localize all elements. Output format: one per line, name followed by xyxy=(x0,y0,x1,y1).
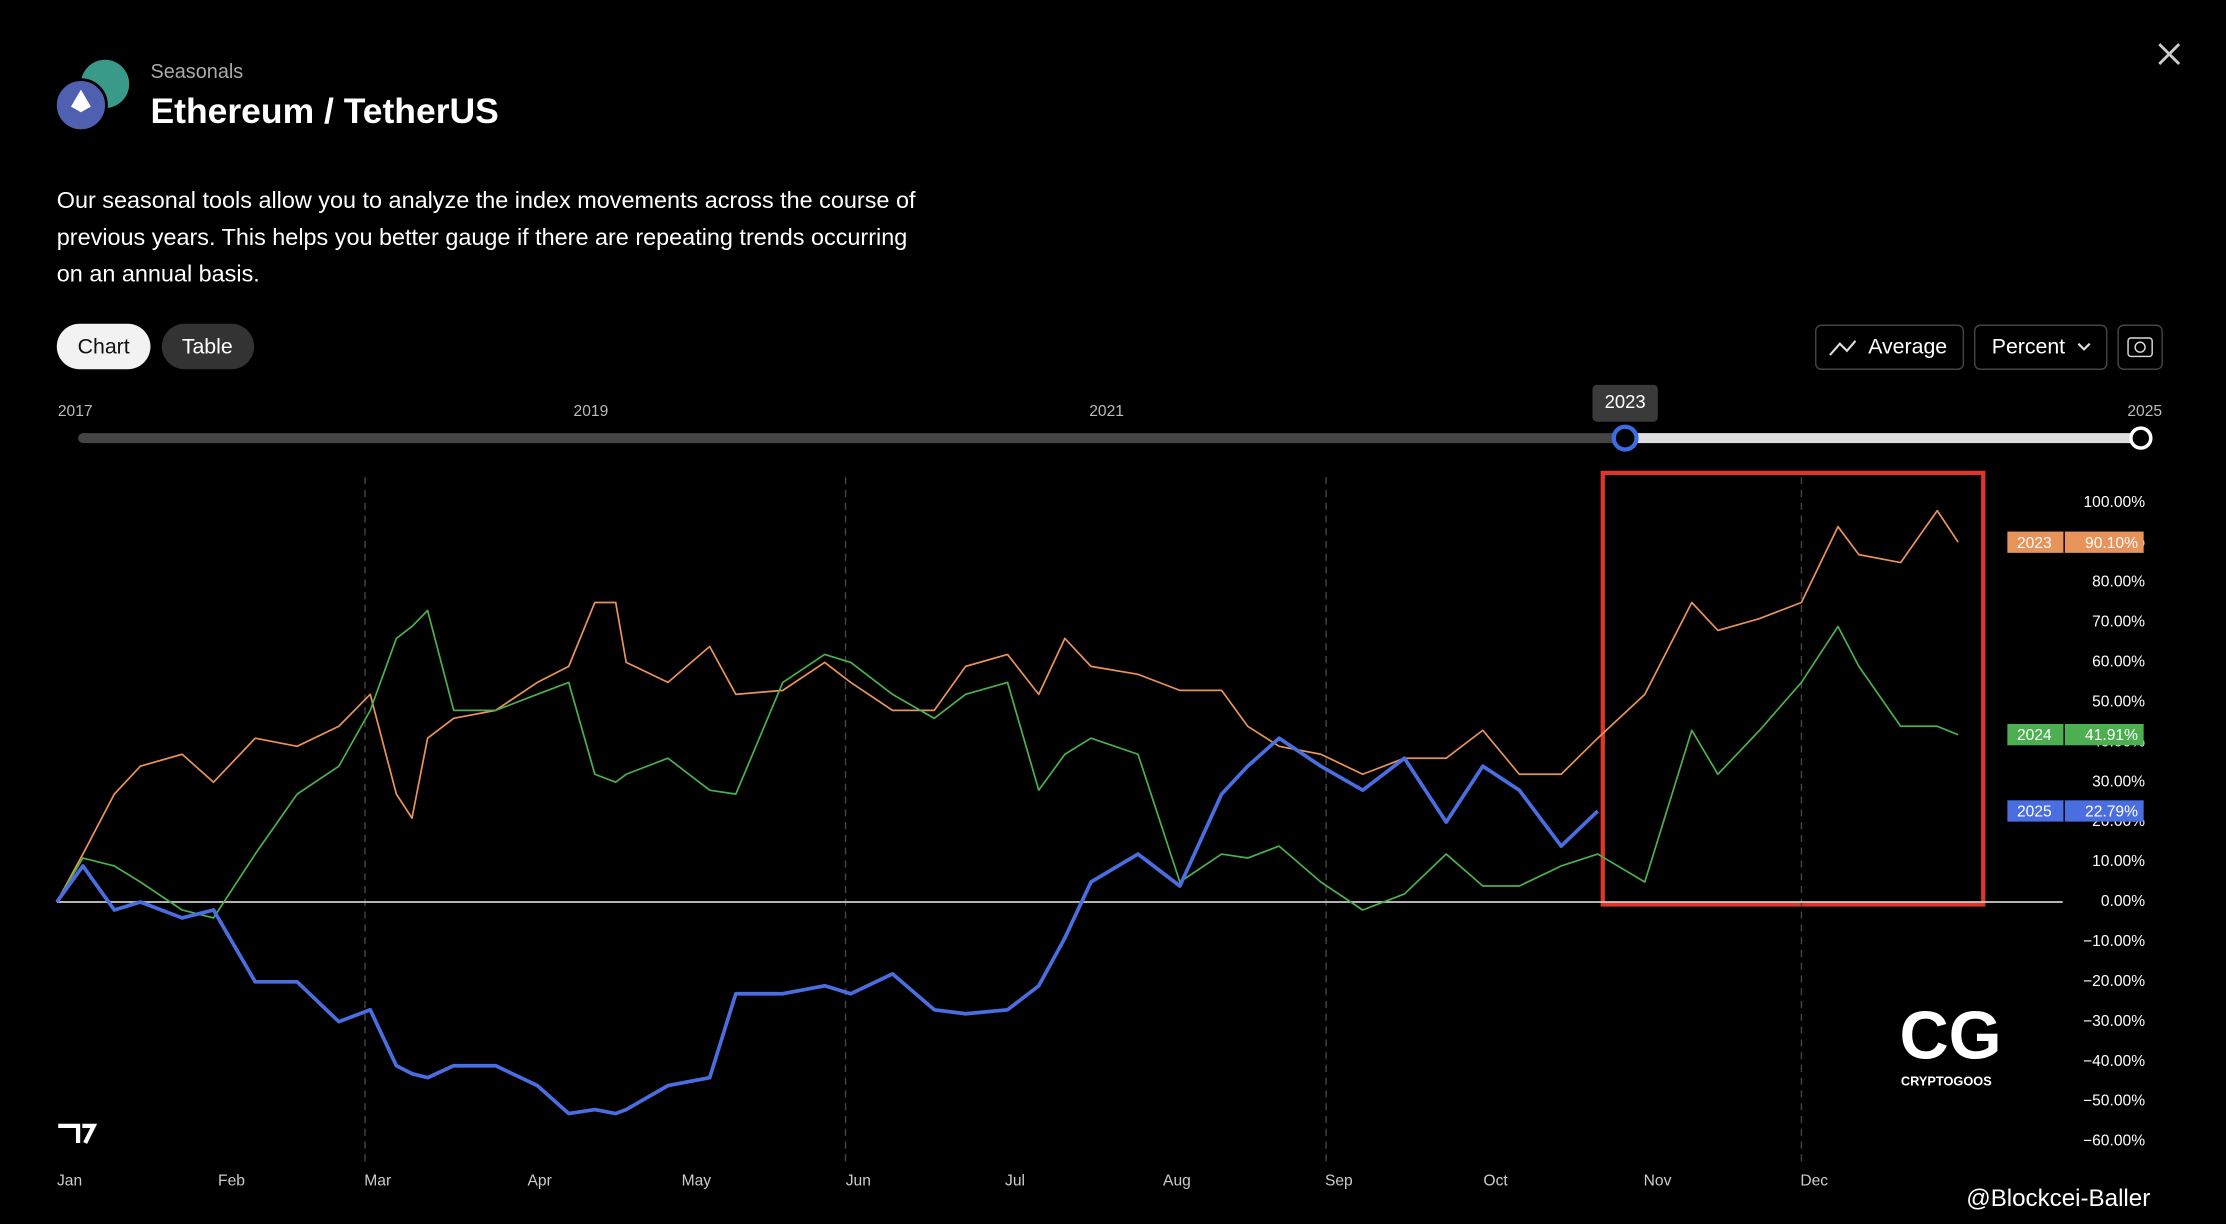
chart-tab-label[interactable]: Chart xyxy=(78,335,130,359)
description-line: on an annual basis. xyxy=(57,261,260,287)
x-tick-label: Aug xyxy=(1163,1172,1191,1189)
y-tick-label: 80.00% xyxy=(2092,574,2145,591)
title: Ethereum / TetherUS xyxy=(150,91,498,131)
y-tick-label: 50.00% xyxy=(2092,693,2145,710)
series-line xyxy=(56,509,1959,903)
series-line xyxy=(56,609,1959,919)
camera-lens xyxy=(2134,341,2146,353)
description-line: Our seasonal tools allow you to analyze … xyxy=(57,187,916,213)
y-tick-label: 10.00% xyxy=(2092,853,2145,870)
tradingview-logo xyxy=(58,1123,98,1144)
x-tick-label: Sep xyxy=(1325,1172,1353,1189)
percent-label[interactable]: Percent xyxy=(1992,335,2065,359)
subtitle: Seasonals xyxy=(150,61,243,83)
legend-name: 2023 xyxy=(2017,535,2052,552)
y-tick-label: −50.00% xyxy=(2083,1093,2145,1110)
camera-icon xyxy=(2127,337,2153,358)
slider-year: 2025 xyxy=(2127,403,2162,420)
x-tick-label: Jun xyxy=(846,1172,871,1189)
y-tick-label: −30.00% xyxy=(2083,1013,2145,1030)
x-tick-label: Nov xyxy=(1644,1172,1672,1189)
slider-year: 2021 xyxy=(1089,403,1124,420)
series-line xyxy=(55,736,1599,1116)
end-value-label: 90.10% xyxy=(2085,535,2138,552)
x-tick-label: Mar xyxy=(364,1172,391,1189)
end-value-label: 41.91% xyxy=(2085,727,2138,744)
y-tick-label: 70.00% xyxy=(2092,614,2145,631)
y-tick-label: −60.00% xyxy=(2083,1133,2145,1150)
x-tick-label: May xyxy=(682,1172,712,1189)
screenshot-button[interactable] xyxy=(2117,324,2163,370)
logo-mark: CG xyxy=(1899,998,2001,1074)
x-tick-label: Jul xyxy=(1005,1172,1025,1189)
y-tick-label: −40.00% xyxy=(2083,1053,2145,1070)
slider-tooltip xyxy=(1592,384,1658,422)
average-icon xyxy=(1829,340,1857,356)
table-tab-label[interactable]: Table xyxy=(182,335,233,359)
slider-handle[interactable] xyxy=(2129,426,2153,450)
slider-year: 2017 xyxy=(58,403,93,420)
dropdown-arrow xyxy=(2077,342,2091,351)
y-tick-label: 0.00% xyxy=(2101,893,2145,910)
logo-brand: CRYPTOGOOS xyxy=(1901,1073,1992,1088)
x-tick-label: Oct xyxy=(1483,1172,1508,1189)
slider-tooltip-label: 2023 xyxy=(1605,391,1646,412)
close-button[interactable] xyxy=(2158,43,2181,66)
y-tick-label: 60.00% xyxy=(2092,654,2145,671)
description-line: previous years. This helps you better ga… xyxy=(57,224,907,250)
end-label-box xyxy=(2007,723,2144,746)
y-tick-label: −20.00% xyxy=(2083,973,2145,990)
x-tick-label: Jan xyxy=(57,1172,82,1189)
end-value-label: 22.79% xyxy=(2085,804,2138,821)
y-tick-label: −10.00% xyxy=(2083,933,2145,950)
highlight-box xyxy=(1600,470,1986,907)
end-label-box xyxy=(2007,800,2144,822)
slider-handle[interactable] xyxy=(1611,424,1639,452)
average-button[interactable] xyxy=(1815,324,1965,370)
chart-tab[interactable] xyxy=(56,323,151,370)
slider-year: 2019 xyxy=(574,403,609,420)
x-tick-label: Feb xyxy=(218,1172,245,1189)
eth-glyph xyxy=(70,89,91,113)
x-tick-label: Apr xyxy=(528,1172,552,1189)
x-tick-label: Dec xyxy=(1800,1172,1828,1189)
legend-name: 2025 xyxy=(2017,804,2052,821)
average-label[interactable]: Average xyxy=(1868,335,1947,359)
legend-name: 2024 xyxy=(2017,727,2052,744)
table-tab[interactable] xyxy=(161,323,255,370)
watermark: @Blockcei-Baller xyxy=(1966,1185,2150,1212)
slider-selection xyxy=(1625,433,2141,444)
y-tick-label: 30.00% xyxy=(2092,773,2145,790)
percent-dropdown[interactable] xyxy=(1974,324,2108,370)
y-tick-label: 100.00% xyxy=(2083,494,2145,511)
end-label-box xyxy=(2007,531,2144,553)
